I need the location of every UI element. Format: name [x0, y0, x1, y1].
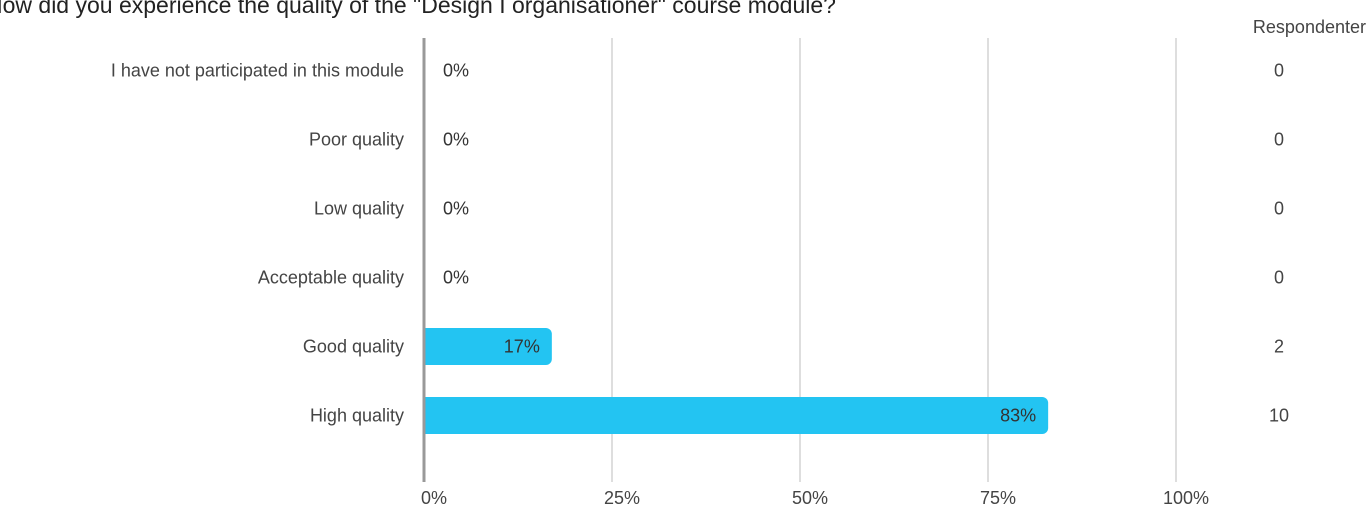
respondent-count: 0: [1274, 130, 1284, 150]
x-tick-label: 100%: [1163, 488, 1209, 508]
value-label: 0%: [443, 61, 469, 81]
category-label: High quality: [310, 406, 404, 426]
x-tick-label: 50%: [792, 488, 828, 508]
value-label: 17%: [504, 337, 540, 357]
x-tick-label: 75%: [980, 488, 1016, 508]
bar: [424, 328, 552, 365]
value-label: 0%: [443, 130, 469, 150]
value-label: 0%: [443, 268, 469, 288]
value-label: 0%: [443, 199, 469, 219]
respondent-count: 0: [1274, 199, 1284, 219]
category-label: Acceptable quality: [258, 268, 404, 288]
category-label: I have not participated in this module: [111, 61, 404, 81]
x-tick-label: 0%: [421, 488, 447, 508]
value-label: 83%: [1000, 406, 1036, 426]
category-label: Good quality: [303, 337, 404, 357]
bar: [424, 397, 1049, 434]
category-label: Poor quality: [309, 130, 404, 150]
respondent-count: 2: [1274, 337, 1284, 357]
category-label: Low quality: [314, 199, 404, 219]
bar-left-edge: [424, 397, 432, 434]
x-tick-label: 25%: [604, 488, 640, 508]
respondents-header: Respondenter: [1252, 17, 1366, 37]
respondent-count: 0: [1274, 61, 1284, 81]
bar-left-edge: [424, 328, 432, 365]
respondent-count: 10: [1269, 406, 1289, 426]
chart-title: How did you experience the quality of th…: [0, 0, 836, 18]
respondent-count: 0: [1274, 268, 1284, 288]
